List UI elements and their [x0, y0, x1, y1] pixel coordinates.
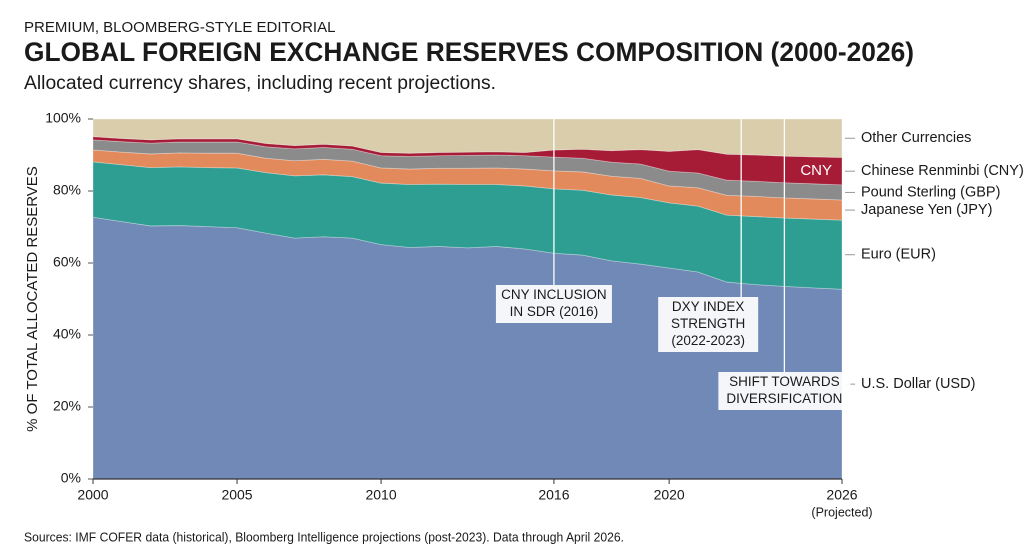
legend-label: Other Currencies — [861, 130, 971, 146]
x-tick-label: 2026 — [826, 487, 857, 503]
x-tick-label: 2010 — [365, 487, 396, 503]
y-tick-label: 0% — [61, 470, 81, 486]
inline-label: CNY — [800, 162, 832, 179]
x-tick-label: 2016 — [538, 487, 569, 503]
kicker: PREMIUM, BLOOMBERG-STYLE EDITORIAL — [24, 19, 335, 36]
annotation-text: SHIFT TOWARDS — [729, 374, 840, 389]
annotation-text: IN SDR (2016) — [510, 304, 599, 319]
y-tick-label: 80% — [53, 182, 81, 198]
chart-title: GLOBAL FOREIGN EXCHANGE RESERVES COMPOSI… — [24, 37, 914, 67]
annotation-text: DIVERSIFICATION — [726, 391, 842, 406]
legend-label: U.S. Dollar (USD) — [861, 376, 975, 392]
area — [92, 139, 843, 201]
legend-label: Chinese Renminbi (CNY) — [861, 163, 1024, 179]
annotation-text: CNY INCLUSION — [501, 287, 607, 302]
annotation-text: (2022-2023) — [671, 333, 745, 348]
area — [92, 136, 843, 186]
legend-label: Japanese Yen (JPY) — [861, 202, 992, 218]
legend-label: Pound Sterling (GBP) — [861, 184, 1000, 200]
x-tick-label: 2020 — [654, 487, 685, 503]
area — [92, 118, 843, 158]
x-tick-label: 2000 — [77, 487, 108, 503]
y-tick-label: 100% — [45, 110, 81, 126]
annotation-box — [658, 297, 759, 352]
area — [92, 149, 843, 221]
annotation-text: DXY INDEX — [672, 299, 745, 314]
y-tick-label: 60% — [53, 254, 81, 270]
legend-label: Euro (EUR) — [861, 247, 936, 263]
x-tick-label: 2005 — [221, 487, 252, 503]
annotation-box — [495, 285, 612, 323]
y-tick-label: 40% — [53, 326, 81, 342]
annotation-box — [718, 372, 851, 410]
x-tick-note: (Projected) — [811, 505, 872, 519]
source-note: Sources: IMF COFER data (historical), Bl… — [24, 530, 624, 544]
area — [92, 161, 843, 290]
y-tick-label: 20% — [53, 398, 81, 414]
chart-subtitle: Allocated currency shares, including rec… — [24, 73, 496, 94]
annotation-text: STRENGTH — [671, 316, 745, 331]
y-axis-label: % OF TOTAL ALLOCATED RESERVES — [24, 166, 41, 432]
